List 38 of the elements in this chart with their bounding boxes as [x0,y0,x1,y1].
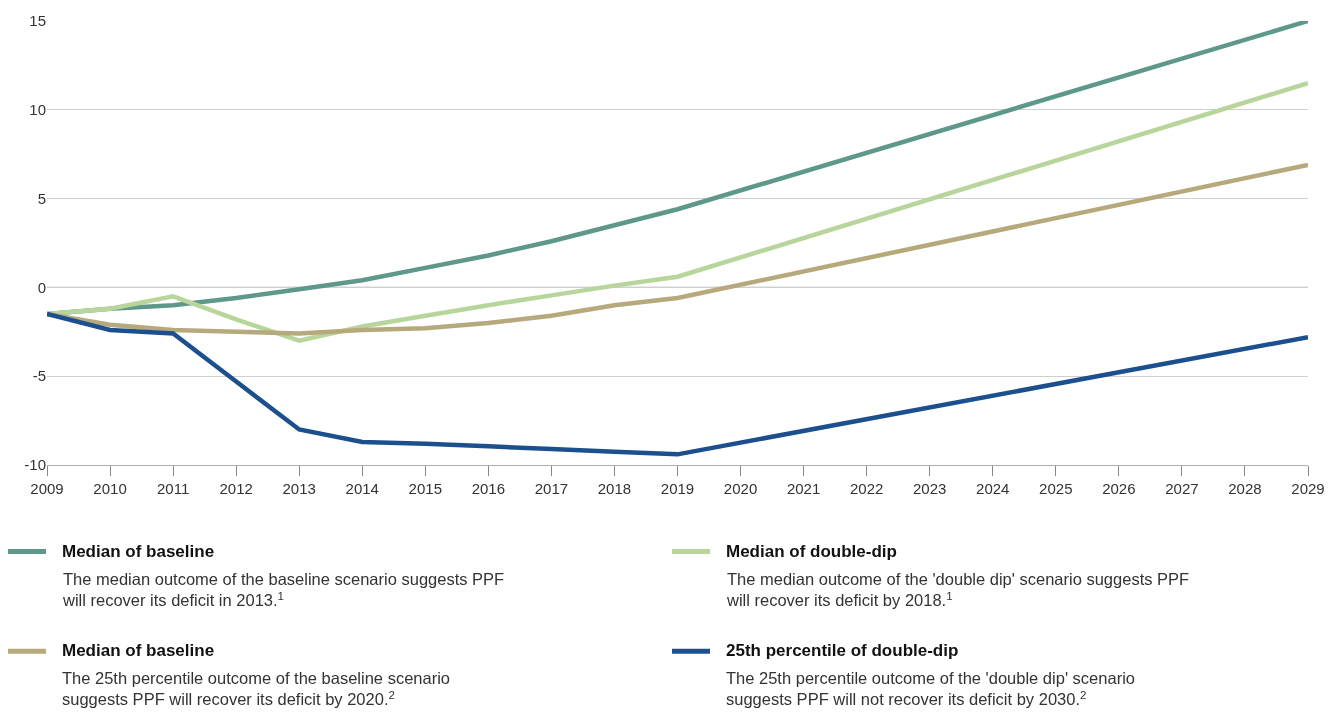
x-tick-label: 2023 [913,480,947,497]
x-tick-label: 2024 [976,480,1010,497]
x-tick-label: 2010 [93,480,127,497]
legend-label: Median of double-dip [726,542,897,561]
x-tick-label: 2028 [1228,480,1262,497]
x-tick-label: 2017 [534,480,569,497]
text: The 25th percentile outcome of the baseline scenario suggests PPF will recover its deficit by 2020.$^{2}$ [62,669,450,709]
legend-label: Median of baseline [62,641,215,660]
x-tick-label: 2022 [849,480,884,497]
x-tick-label: 2025 [1039,480,1073,497]
x-tick-label: 2016 [471,480,506,497]
x-tick-label: 2029 [1291,480,1325,497]
x-tick-label: 2021 [786,480,821,497]
x-tick-label: 2014 [345,480,379,497]
text: The median outcome of the 'double dip' scenario suggests PPF will recover its deficit by 2018.$^{1}$ [726,570,1190,610]
x-tick-label: 2018 [597,480,632,497]
x-tick-label: 2015 [408,480,442,497]
y-tick-label: -10 [24,456,46,474]
y-tick-label: -5 [32,367,46,385]
legend-label: 25th percentile of double-dip [726,641,959,660]
x-tick-label: 2012 [219,480,253,497]
text: The median outcome of the baseline scenario suggests PPF will recover its deficit in 2013.$^{1}$ [62,570,505,610]
line-series [47,311,1308,457]
line-series [47,162,1308,336]
y-tick-label: 0 [37,278,46,296]
x-tick-label: 2019 [660,480,695,497]
x-tick-label: 2020 [723,480,758,497]
x-tick-label: 2013 [282,480,316,497]
line-series [47,80,1308,343]
x-tick-label: 2026 [1102,480,1136,497]
x-tick-label: 2011 [156,480,190,497]
y-tick-label: 5 [37,189,46,207]
y-tick-label: 10 [29,101,46,119]
text: The 25th percentile outcome of the 'double dip' scenario suggests PPF will not recover its deficit by 2030.$^{2}$ [726,669,1135,709]
y-tick-label: 15 [29,12,46,30]
legend-label: Median of baseline [62,542,215,561]
x-tick-label: 2009 [30,480,64,497]
x-tick-label: 2027 [1165,480,1199,497]
